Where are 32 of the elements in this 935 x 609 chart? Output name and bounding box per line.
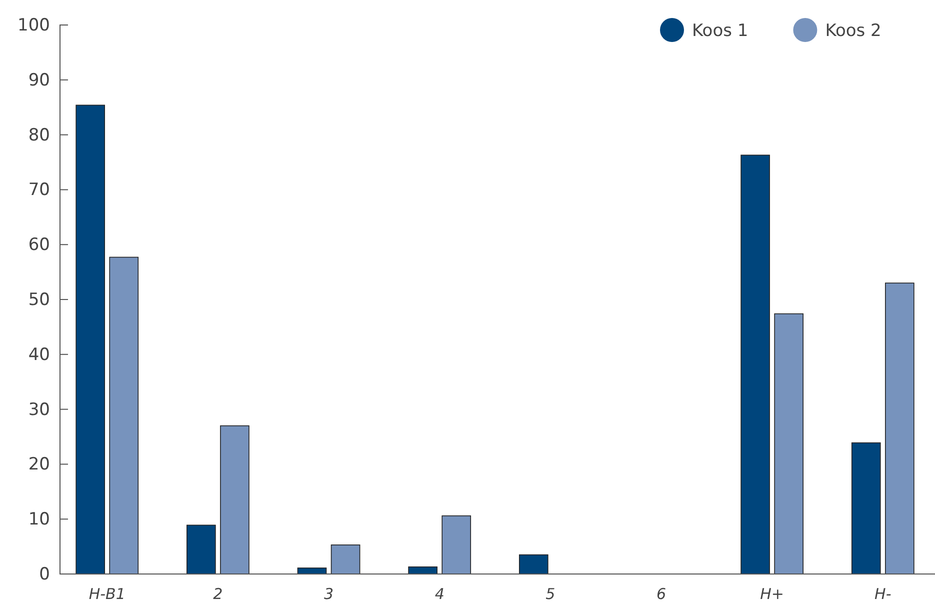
y-tick-label: 60 <box>28 235 50 256</box>
bar <box>518 554 548 574</box>
bar <box>740 154 770 574</box>
bar <box>76 104 105 574</box>
bar <box>885 282 914 574</box>
y-tick-label: 20 <box>28 454 50 475</box>
bar <box>109 256 139 574</box>
y-tick-label: 80 <box>28 125 50 146</box>
x-tick-label: 4 <box>434 585 444 603</box>
x-tick-label: H- <box>874 585 892 603</box>
x-tick-label: 2 <box>213 585 223 603</box>
y-tick-label: 0 <box>39 564 50 584</box>
y-tick-label: 10 <box>28 510 50 530</box>
bar <box>851 442 881 574</box>
bar <box>186 524 216 574</box>
y-tick-label: 100 <box>18 15 50 36</box>
x-tick-label: 5 <box>546 585 556 603</box>
y-tick-label: 70 <box>28 180 50 200</box>
bar <box>774 313 804 574</box>
y-tick-label: 30 <box>28 400 50 420</box>
y-tick-label: 40 <box>28 344 50 365</box>
y-tick-label: 90 <box>28 70 50 90</box>
bar <box>330 544 360 574</box>
legend-label: Koos 2 <box>825 20 882 41</box>
x-tick-label: 3 <box>324 585 334 603</box>
x-tick-label: 6 <box>656 585 666 603</box>
y-tick-label: 50 <box>28 290 50 310</box>
legend-label: Koos 1 <box>692 20 748 41</box>
bar <box>442 515 472 574</box>
x-tick-label: H-B1 <box>88 585 126 603</box>
x-tick-label: H+ <box>760 585 784 603</box>
bar <box>220 425 250 574</box>
